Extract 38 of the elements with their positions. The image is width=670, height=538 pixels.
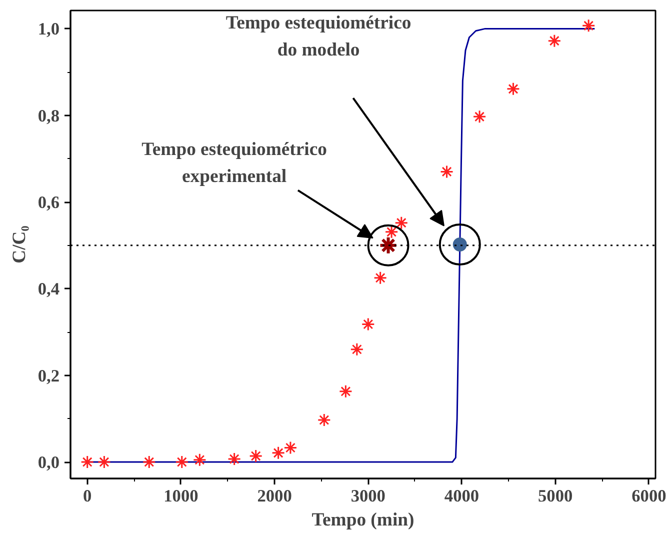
point	[249, 449, 263, 463]
point	[175, 455, 189, 469]
point	[440, 164, 454, 178]
x-tick-label: 0	[83, 486, 92, 506]
y-axis-title: C/C₀	[8, 225, 30, 264]
point	[317, 413, 331, 427]
point	[142, 455, 156, 469]
x-axis-title: Tempo (min)	[312, 510, 414, 530]
point	[97, 455, 111, 469]
point	[284, 440, 298, 454]
point	[582, 18, 596, 32]
point	[338, 384, 352, 398]
x-tick-label: 1000	[164, 486, 198, 506]
point	[548, 34, 562, 48]
x-tick-label: 6000	[632, 486, 666, 506]
point	[80, 455, 94, 469]
point	[192, 453, 206, 467]
point	[394, 216, 408, 230]
x-tick-label: 2000	[257, 486, 292, 506]
annotation: Tempo estequiométrico experimental	[142, 138, 327, 188]
point	[472, 110, 486, 124]
x-tick-label: 5000	[538, 486, 573, 506]
point	[228, 452, 242, 466]
point	[350, 342, 364, 356]
point	[374, 271, 388, 285]
x-tick-label: 3000	[350, 486, 386, 506]
point	[361, 317, 375, 331]
y-tick-label: 0,2	[38, 366, 60, 386]
point	[384, 225, 398, 239]
y-tick-label: 0,6	[38, 193, 60, 212]
x-tick-label: 4000	[444, 486, 480, 506]
y-tick-label: 0,4	[38, 280, 60, 299]
y-tick-label: 0,8	[38, 106, 60, 126]
y-tick-label: 1,0	[38, 20, 60, 39]
point	[272, 446, 286, 460]
y-tick-label: 0,0	[38, 453, 60, 472]
annotation: Tempo estequiométrico do modelo	[226, 12, 412, 61]
point	[506, 82, 520, 96]
